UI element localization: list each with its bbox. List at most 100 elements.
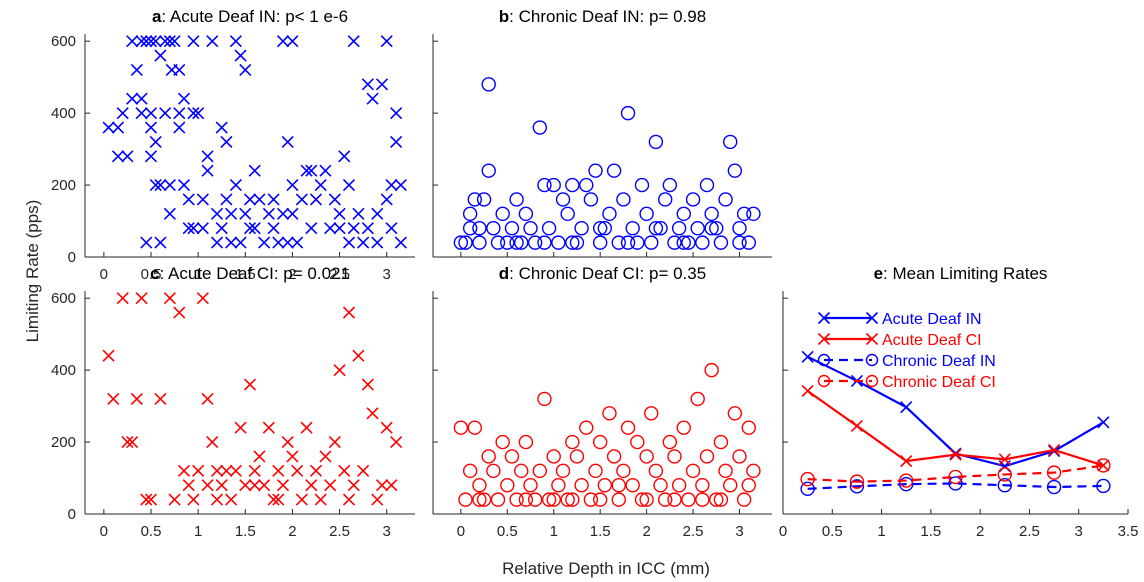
data-point	[229, 35, 242, 48]
data-point	[159, 107, 172, 120]
data-point	[291, 236, 304, 249]
data-point	[380, 193, 393, 206]
data-point	[509, 492, 524, 507]
x-tick-label: 2	[288, 266, 296, 283]
data-point	[657, 492, 673, 507]
data-point	[495, 434, 510, 450]
data-point	[352, 207, 365, 220]
data-point	[527, 235, 543, 250]
data-point	[324, 222, 337, 235]
data-point	[476, 492, 492, 507]
data-point	[723, 134, 738, 150]
data-point	[394, 178, 407, 192]
y-tick-label: 600	[51, 290, 76, 307]
series-marker	[800, 481, 815, 497]
data-point	[102, 349, 115, 362]
x-tick-label: 1.5	[920, 523, 941, 540]
x-tick-label: 0	[100, 523, 108, 540]
data-point	[611, 492, 626, 507]
data-point	[569, 449, 585, 464]
data-point	[727, 406, 743, 421]
data-point	[300, 421, 313, 434]
data-point	[537, 235, 552, 250]
data-point	[192, 107, 205, 120]
data-point	[723, 478, 738, 493]
data-point	[140, 493, 153, 506]
data-point	[210, 493, 224, 506]
data-point	[514, 463, 529, 479]
data-point	[328, 435, 341, 449]
data-point	[676, 235, 691, 250]
data-point	[713, 434, 729, 450]
data-point	[648, 463, 664, 479]
data-point	[154, 178, 167, 192]
data-point	[709, 492, 724, 507]
data-point	[611, 235, 626, 250]
data-point	[239, 63, 252, 77]
data-point	[667, 449, 682, 464]
panel-letter: a	[152, 7, 162, 26]
series-marker	[1048, 443, 1061, 457]
data-point	[713, 492, 729, 507]
data-point	[375, 78, 389, 91]
data-point	[746, 463, 761, 479]
data-point	[215, 222, 228, 235]
data-point	[102, 121, 115, 134]
data-point	[375, 479, 389, 492]
data-point	[281, 435, 294, 449]
panel-title-text: : Chronic Deaf CI: p= 0.35	[509, 264, 706, 283]
data-point	[347, 222, 360, 235]
data-point	[467, 192, 482, 207]
data-point	[324, 479, 337, 492]
panel-letter: c	[150, 264, 159, 283]
data-point	[135, 107, 148, 120]
data-point	[685, 463, 701, 479]
series-marker	[1046, 479, 1062, 495]
data-point	[305, 164, 318, 177]
data-point	[490, 492, 506, 507]
data-point	[225, 207, 238, 220]
x-tick-label: 0.5	[822, 523, 843, 540]
data-point	[671, 478, 687, 493]
data-point	[111, 150, 125, 163]
data-point	[333, 364, 346, 377]
data-point	[704, 206, 719, 222]
data-point	[305, 479, 318, 492]
data-point	[281, 236, 294, 249]
series-marker	[899, 476, 914, 492]
data-point	[546, 449, 561, 464]
y-tick-label: 400	[51, 362, 76, 379]
data-point	[154, 392, 167, 405]
data-point	[111, 121, 125, 134]
data-point	[671, 221, 687, 236]
data-point	[602, 206, 617, 222]
x-tick-label: 0	[779, 523, 787, 540]
series-marker	[1046, 465, 1062, 480]
data-point	[380, 35, 393, 48]
data-point	[500, 478, 515, 493]
data-point	[462, 206, 478, 222]
series-marker	[900, 455, 913, 468]
data-point	[481, 77, 496, 92]
panel-title-text: : Mean Limiting Rates	[883, 264, 1047, 283]
data-point	[248, 464, 261, 477]
data-point	[253, 450, 266, 463]
x-tick-label: 3	[1075, 523, 1083, 540]
x-tick-label: 2.5	[329, 523, 350, 540]
data-point	[149, 178, 162, 192]
data-point	[361, 222, 374, 235]
x-tick-label: 1	[194, 523, 202, 540]
data-point	[481, 163, 496, 178]
legend-marker	[817, 353, 831, 367]
legend-label: Chronic Deaf IN	[882, 353, 996, 370]
data-point	[286, 207, 299, 220]
series-marker	[1097, 416, 1110, 429]
data-point	[201, 164, 214, 177]
data-point	[258, 236, 271, 249]
data-point	[229, 464, 242, 477]
data-point	[718, 192, 733, 207]
data-point	[239, 479, 252, 492]
data-point	[472, 478, 487, 493]
data-point	[565, 434, 580, 450]
data-point	[163, 292, 176, 305]
